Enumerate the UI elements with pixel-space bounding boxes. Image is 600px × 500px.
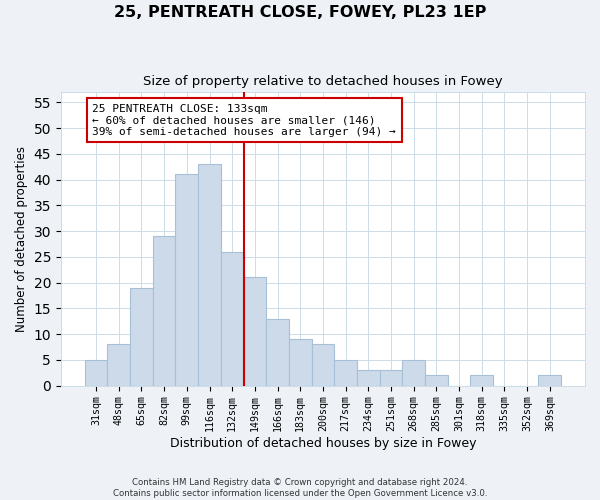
Bar: [538, 376, 561, 386]
Bar: [198, 164, 221, 386]
Bar: [425, 376, 448, 386]
Bar: [221, 252, 244, 386]
Text: Contains HM Land Registry data © Crown copyright and database right 2024.
Contai: Contains HM Land Registry data © Crown c…: [113, 478, 487, 498]
Bar: [380, 370, 403, 386]
Text: 25, PENTREATH CLOSE, FOWEY, PL23 1EP: 25, PENTREATH CLOSE, FOWEY, PL23 1EP: [114, 5, 486, 20]
Bar: [107, 344, 130, 386]
Y-axis label: Number of detached properties: Number of detached properties: [15, 146, 28, 332]
Bar: [85, 360, 107, 386]
Bar: [289, 340, 311, 386]
Bar: [175, 174, 198, 386]
Bar: [470, 376, 493, 386]
Bar: [244, 278, 266, 386]
Bar: [130, 288, 153, 386]
Bar: [334, 360, 357, 386]
X-axis label: Distribution of detached houses by size in Fowey: Distribution of detached houses by size …: [170, 437, 476, 450]
Bar: [357, 370, 380, 386]
Bar: [403, 360, 425, 386]
Bar: [153, 236, 175, 386]
Text: 25 PENTREATH CLOSE: 133sqm
← 60% of detached houses are smaller (146)
39% of sem: 25 PENTREATH CLOSE: 133sqm ← 60% of deta…: [92, 104, 396, 137]
Title: Size of property relative to detached houses in Fowey: Size of property relative to detached ho…: [143, 75, 503, 88]
Bar: [311, 344, 334, 386]
Bar: [266, 318, 289, 386]
